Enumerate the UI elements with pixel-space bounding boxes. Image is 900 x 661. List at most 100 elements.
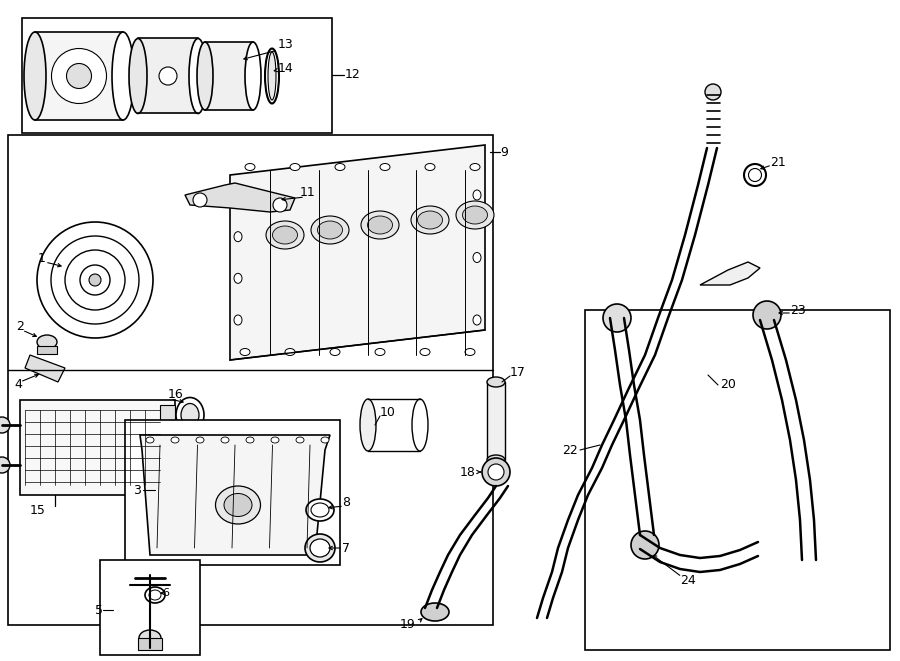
Ellipse shape <box>159 67 177 85</box>
Ellipse shape <box>310 539 330 557</box>
Text: 10: 10 <box>380 405 396 418</box>
Text: 8: 8 <box>342 496 350 510</box>
Bar <box>585 310 890 650</box>
Ellipse shape <box>37 335 57 349</box>
Bar <box>138 38 198 113</box>
Circle shape <box>488 464 504 480</box>
Text: 7: 7 <box>342 541 350 555</box>
Polygon shape <box>230 145 485 360</box>
Circle shape <box>51 236 139 324</box>
Ellipse shape <box>421 603 449 621</box>
Ellipse shape <box>418 211 443 229</box>
Ellipse shape <box>380 163 390 171</box>
Ellipse shape <box>266 221 304 249</box>
Text: 1: 1 <box>38 251 46 264</box>
Ellipse shape <box>744 164 766 186</box>
Ellipse shape <box>224 494 252 516</box>
Ellipse shape <box>473 253 481 262</box>
Ellipse shape <box>145 587 165 603</box>
Text: 16: 16 <box>168 389 184 401</box>
Circle shape <box>603 304 631 332</box>
Bar <box>100 560 200 655</box>
Ellipse shape <box>591 443 609 461</box>
Text: 2: 2 <box>16 319 24 332</box>
Circle shape <box>193 193 207 207</box>
Circle shape <box>631 531 659 559</box>
Ellipse shape <box>311 216 349 244</box>
Ellipse shape <box>749 169 761 182</box>
Ellipse shape <box>273 226 298 244</box>
Ellipse shape <box>149 590 161 600</box>
Bar <box>125 420 340 565</box>
Ellipse shape <box>245 42 261 110</box>
Text: 21: 21 <box>770 155 786 169</box>
Text: 13: 13 <box>278 38 293 52</box>
Ellipse shape <box>463 206 488 224</box>
Bar <box>138 638 162 650</box>
Ellipse shape <box>470 163 480 171</box>
Ellipse shape <box>171 437 179 443</box>
Ellipse shape <box>139 630 161 646</box>
Ellipse shape <box>234 315 242 325</box>
Polygon shape <box>185 183 295 212</box>
Ellipse shape <box>181 403 199 426</box>
Text: 23: 23 <box>790 303 806 317</box>
Text: 20: 20 <box>720 379 736 391</box>
Ellipse shape <box>465 348 475 356</box>
Bar <box>37 346 57 354</box>
Text: 4: 4 <box>14 379 22 391</box>
Ellipse shape <box>375 348 385 356</box>
Bar <box>22 18 332 133</box>
Ellipse shape <box>197 42 213 110</box>
Text: 6: 6 <box>162 588 169 598</box>
Circle shape <box>0 457 10 473</box>
Text: 18: 18 <box>460 465 476 479</box>
Circle shape <box>89 274 101 286</box>
Text: 12: 12 <box>345 69 361 81</box>
Polygon shape <box>25 355 65 382</box>
Ellipse shape <box>176 397 204 432</box>
Ellipse shape <box>67 63 92 89</box>
Ellipse shape <box>412 399 428 451</box>
Circle shape <box>753 301 781 329</box>
Text: 24: 24 <box>680 574 696 586</box>
Ellipse shape <box>367 216 392 234</box>
Ellipse shape <box>240 348 250 356</box>
Ellipse shape <box>146 437 154 443</box>
Ellipse shape <box>265 48 279 104</box>
Ellipse shape <box>411 206 449 234</box>
Text: 17: 17 <box>510 366 526 379</box>
Ellipse shape <box>321 437 329 443</box>
Ellipse shape <box>473 190 481 200</box>
Ellipse shape <box>305 534 335 562</box>
Polygon shape <box>700 262 760 285</box>
Ellipse shape <box>196 437 204 443</box>
Text: 3: 3 <box>133 483 141 496</box>
Text: 5: 5 <box>95 603 103 617</box>
Bar <box>8 135 493 625</box>
Text: 15: 15 <box>30 504 46 516</box>
Ellipse shape <box>473 315 481 325</box>
Ellipse shape <box>234 274 242 284</box>
Ellipse shape <box>487 377 505 387</box>
Ellipse shape <box>425 163 435 171</box>
Text: 11: 11 <box>300 186 316 200</box>
Circle shape <box>273 198 287 212</box>
Ellipse shape <box>245 163 255 171</box>
Ellipse shape <box>189 38 207 114</box>
Ellipse shape <box>420 348 430 356</box>
Ellipse shape <box>268 52 276 100</box>
Ellipse shape <box>215 486 260 524</box>
Ellipse shape <box>306 499 334 521</box>
Ellipse shape <box>456 201 494 229</box>
Ellipse shape <box>221 437 229 443</box>
Bar <box>205 42 253 110</box>
Text: 19: 19 <box>400 619 415 631</box>
Ellipse shape <box>360 399 376 451</box>
Text: 9: 9 <box>500 145 508 159</box>
Bar <box>20 400 175 495</box>
Ellipse shape <box>234 190 242 200</box>
Bar <box>35 32 123 120</box>
Text: 22: 22 <box>562 444 578 457</box>
Ellipse shape <box>24 32 46 120</box>
